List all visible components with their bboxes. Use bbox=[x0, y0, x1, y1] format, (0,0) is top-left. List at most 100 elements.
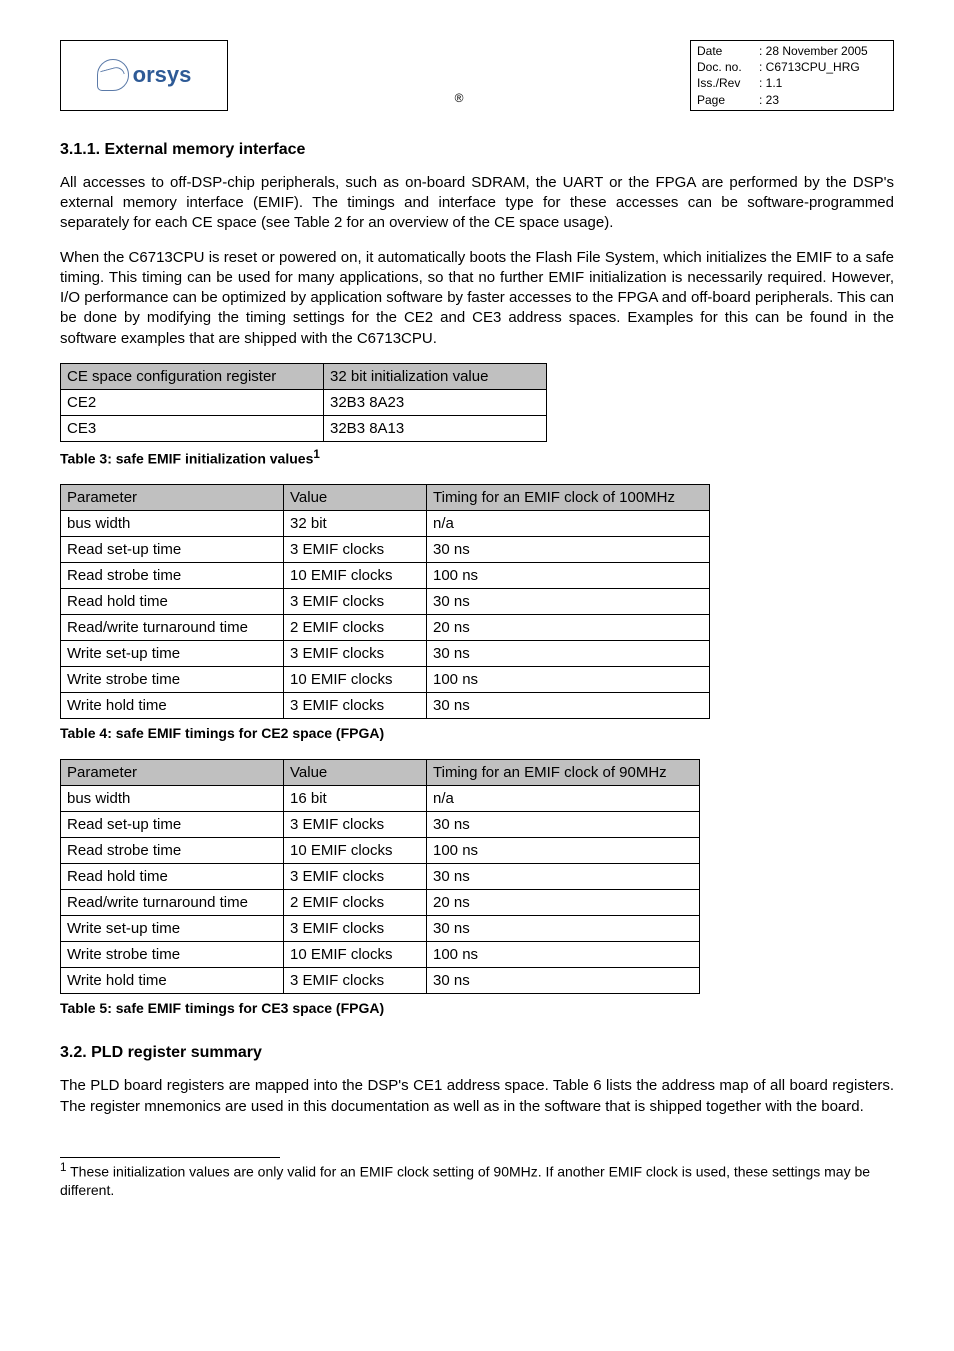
table-header: Value bbox=[284, 485, 427, 511]
date-value: : 28 November 2005 bbox=[759, 43, 868, 59]
doc-value: : C6713CPU_HRG bbox=[759, 59, 860, 75]
table-cell: n/a bbox=[427, 511, 710, 537]
table-row: bus width16 bitn/a bbox=[61, 786, 700, 812]
table-cell: 3 EMIF clocks bbox=[284, 693, 427, 719]
table-cell: 30 ns bbox=[427, 916, 700, 942]
table-cell: 30 ns bbox=[427, 968, 700, 994]
table-cell: 30 ns bbox=[427, 641, 710, 667]
table-cell: Read strobe time bbox=[61, 563, 284, 589]
table-cell: 100 ns bbox=[427, 563, 710, 589]
page-value: : 23 bbox=[759, 92, 779, 108]
table-cell: 10 EMIF clocks bbox=[284, 838, 427, 864]
table-cell: CE3 bbox=[61, 415, 324, 441]
table-row: Read/write turnaround time2 EMIF clocks2… bbox=[61, 615, 710, 641]
table-cell: Read set-up time bbox=[61, 812, 284, 838]
table-cell: 10 EMIF clocks bbox=[284, 563, 427, 589]
table-row: Write strobe time10 EMIF clocks100 ns bbox=[61, 942, 700, 968]
table-cell: 30 ns bbox=[427, 812, 700, 838]
table-row: bus width32 bitn/a bbox=[61, 511, 710, 537]
table-cell: 100 ns bbox=[427, 838, 700, 864]
table-cell: Read/write turnaround time bbox=[61, 890, 284, 916]
iss-label: Iss./Rev bbox=[697, 75, 759, 91]
table-row: Read set-up time3 EMIF clocks30 ns bbox=[61, 812, 700, 838]
table-cell: CE2 bbox=[61, 389, 324, 415]
table-row: CE332B3 8A13 bbox=[61, 415, 547, 441]
table-row: Write hold time3 EMIF clocks30 ns bbox=[61, 968, 700, 994]
table-ce2-caption: Table 4: safe EMIF timings for CE2 space… bbox=[60, 725, 894, 741]
table-row: Read hold time3 EMIF clocks30 ns bbox=[61, 589, 710, 615]
table-init: CE space configuration register32 bit in… bbox=[60, 363, 547, 442]
table-cell: 100 ns bbox=[427, 667, 710, 693]
table-cell: Write hold time bbox=[61, 693, 284, 719]
header-mid: ® bbox=[228, 40, 690, 111]
table-ce2: ParameterValueTiming for an EMIF clock o… bbox=[60, 484, 710, 719]
table-cell: Write strobe time bbox=[61, 942, 284, 968]
table-cell: 3 EMIF clocks bbox=[284, 589, 427, 615]
table-cell: Read strobe time bbox=[61, 838, 284, 864]
table-row: Read set-up time3 EMIF clocks30 ns bbox=[61, 537, 710, 563]
table-header: CE space configuration register bbox=[61, 363, 324, 389]
table-cell: 3 EMIF clocks bbox=[284, 537, 427, 563]
table-cell: 100 ns bbox=[427, 942, 700, 968]
footnote: 1 These initialization values are only v… bbox=[60, 1160, 894, 1200]
table-cell: 32 bit bbox=[284, 511, 427, 537]
table-init-caption: Table 3: safe EMIF initialization values… bbox=[60, 448, 894, 467]
logo-icon bbox=[97, 59, 129, 91]
brand-name: orsys bbox=[133, 62, 192, 88]
table-cell: 20 ns bbox=[427, 615, 710, 641]
table-cell: 30 ns bbox=[427, 537, 710, 563]
table-row: Read/write turnaround time2 EMIF clocks2… bbox=[61, 890, 700, 916]
table-row: Write hold time3 EMIF clocks30 ns bbox=[61, 693, 710, 719]
table-cell: 2 EMIF clocks bbox=[284, 615, 427, 641]
footnote-rule bbox=[60, 1157, 280, 1158]
table-cell: Write set-up time bbox=[61, 641, 284, 667]
section-title-emif: 3.1.1. External memory interface bbox=[60, 141, 894, 159]
table-header: Timing for an EMIF clock of 100MHz bbox=[427, 485, 710, 511]
table-cell: 10 EMIF clocks bbox=[284, 942, 427, 968]
table-cell: bus width bbox=[61, 511, 284, 537]
table-row: Write set-up time3 EMIF clocks30 ns bbox=[61, 916, 700, 942]
table-cell: 3 EMIF clocks bbox=[284, 968, 427, 994]
table-cell: 32B3 8A23 bbox=[324, 389, 547, 415]
pld-p1: The PLD board registers are mapped into … bbox=[60, 1076, 894, 1117]
table-row: Write strobe time10 EMIF clocks100 ns bbox=[61, 667, 710, 693]
iss-value: : 1.1 bbox=[759, 75, 782, 91]
table-cell: Write strobe time bbox=[61, 667, 284, 693]
doc-info: Date: 28 November 2005 Doc. no.: C6713CP… bbox=[690, 40, 894, 111]
table-header: Parameter bbox=[61, 485, 284, 511]
table-header: 32 bit initialization value bbox=[324, 363, 547, 389]
table-cell: 30 ns bbox=[427, 589, 710, 615]
table-cell: 2 EMIF clocks bbox=[284, 890, 427, 916]
table-cell: 3 EMIF clocks bbox=[284, 812, 427, 838]
date-label: Date bbox=[697, 43, 759, 59]
table-row: Read hold time3 EMIF clocks30 ns bbox=[61, 864, 700, 890]
table-cell: Read hold time bbox=[61, 589, 284, 615]
table-cell: 10 EMIF clocks bbox=[284, 667, 427, 693]
table-cell: 3 EMIF clocks bbox=[284, 916, 427, 942]
table-header: Parameter bbox=[61, 760, 284, 786]
doc-label: Doc. no. bbox=[697, 59, 759, 75]
section-title-pld: 3.2. PLD register summary bbox=[60, 1044, 894, 1062]
table-header: Timing for an EMIF clock of 90MHz bbox=[427, 760, 700, 786]
table-cell: Read hold time bbox=[61, 864, 284, 890]
table-cell: 3 EMIF clocks bbox=[284, 641, 427, 667]
table-cell: 30 ns bbox=[427, 693, 710, 719]
table-row: Write set-up time3 EMIF clocks30 ns bbox=[61, 641, 710, 667]
table-cell: 30 ns bbox=[427, 864, 700, 890]
table-header: Value bbox=[284, 760, 427, 786]
table-row: CE232B3 8A23 bbox=[61, 389, 547, 415]
logo-cell: orsys bbox=[60, 40, 228, 111]
emif-p1: All accesses to off-DSP-chip peripherals… bbox=[60, 173, 894, 234]
table-cell: bus width bbox=[61, 786, 284, 812]
table-row: Read strobe time10 EMIF clocks100 ns bbox=[61, 563, 710, 589]
table-cell: 3 EMIF clocks bbox=[284, 864, 427, 890]
table-cell: 16 bit bbox=[284, 786, 427, 812]
table-cell: Write hold time bbox=[61, 968, 284, 994]
table-cell: Read set-up time bbox=[61, 537, 284, 563]
table-ce3: ParameterValueTiming for an EMIF clock o… bbox=[60, 759, 700, 994]
table-cell: Write set-up time bbox=[61, 916, 284, 942]
table-cell: 20 ns bbox=[427, 890, 700, 916]
page-label: Page bbox=[697, 92, 759, 108]
table-row: Read strobe time10 EMIF clocks100 ns bbox=[61, 838, 700, 864]
table-cell: 32B3 8A13 bbox=[324, 415, 547, 441]
